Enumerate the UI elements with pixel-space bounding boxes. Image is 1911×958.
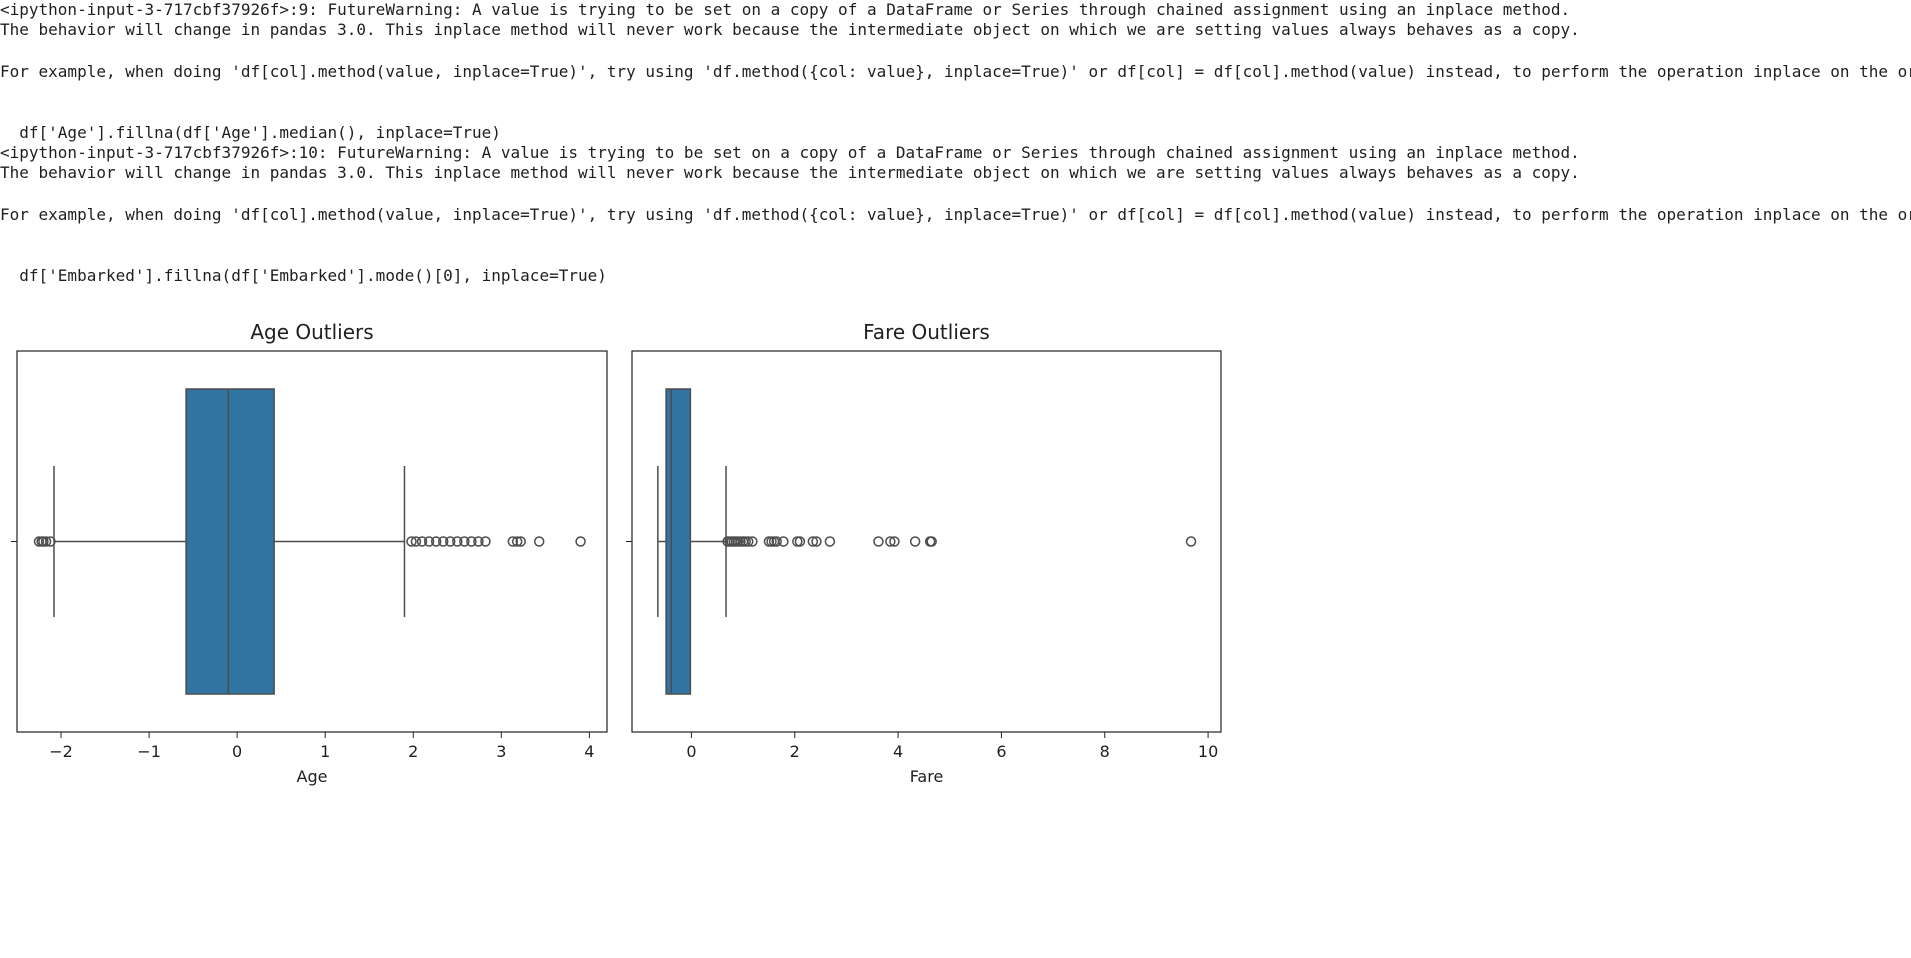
warning-code-line: df['Embarked'].fillna(df['Embarked'].mod…	[0, 266, 607, 285]
chart-1-box	[185, 388, 275, 695]
chart-2-x-tick-label: 6	[996, 742, 1006, 761]
chart-2-outlier-point	[807, 536, 819, 547]
chart-1-outlier-point	[575, 536, 586, 547]
chart-1-outlier-point	[45, 536, 56, 547]
chart-1-outlier-point	[40, 536, 52, 547]
cell-output: <ipython-input-3-717cbf37926f>:9: Future…	[0, 0, 1911, 286]
chart-1-title: Age Outliers	[250, 320, 373, 344]
chart-2-outlier-point	[909, 536, 921, 547]
chart-2-x-tick-label: 4	[893, 742, 903, 761]
warning-example: For example, when doing 'df[col].method(…	[0, 205, 1911, 224]
chart-2-x-tick-label: 10	[1198, 742, 1218, 761]
chart-2-outlier-point	[794, 536, 806, 547]
chart-1-outlier-point	[406, 536, 417, 547]
chart-2-outlier-point	[1185, 536, 1197, 547]
chart-2-title: Fare Outliers	[863, 320, 990, 344]
warning-header: <ipython-input-3-717cbf37926f>:9: Future…	[0, 0, 1571, 19]
chart-1-x-tick-label: 0	[232, 742, 242, 761]
chart-1-outlier-point	[452, 536, 463, 547]
chart-1-x-tick-label: −2	[49, 742, 73, 761]
chart-2-outlier-point	[771, 536, 782, 547]
chart-1-outlier-point	[445, 536, 456, 547]
figure: Age Outliers −2 −1 0 1 2 3 4 Age Fare Outliers 0 2 4…	[0, 312, 1240, 792]
chart-2-outlier-point	[885, 536, 896, 547]
warning-behavior: The behavior will change in pandas 3.0. …	[0, 20, 1580, 39]
warning-example: For example, when doing 'df[col].method(…	[0, 62, 1911, 81]
warning-code-line: df['Age'].fillna(df['Age'].median(), inp…	[0, 123, 501, 142]
boxplot-figure: Age Outliers −2 −1 0 1 2 3 4 Age Fare Outliers 0 2 4…	[11, 320, 1222, 786]
chart-1-x-tick-label: 4	[584, 742, 594, 761]
chart-1-outlier-point	[511, 536, 523, 547]
chart-1-outlier-point	[423, 536, 435, 547]
chart-1-outlier-point	[507, 536, 519, 547]
chart-2-outlier-point	[926, 536, 937, 547]
chart-1-outlier-point	[410, 536, 422, 547]
chart-2-outlier-point	[747, 536, 758, 547]
chart-2-x-tick-label: 2	[790, 742, 800, 761]
chart-1-x-tick-label: 1	[320, 742, 330, 761]
chart-1-outlier-point	[533, 536, 545, 547]
chart-1-outlier-point	[459, 536, 470, 547]
chart-1-x-tick-label: −1	[137, 742, 161, 761]
chart-2-outlier-point	[873, 536, 884, 547]
chart-1-x-axis-label: Age	[297, 767, 328, 786]
chart-2-outlier-point	[811, 536, 822, 547]
chart-2-outlier-point	[824, 536, 836, 547]
chart-2-x-tick-label: 8	[1100, 742, 1110, 761]
chart-2-outlier-point	[778, 536, 789, 547]
chart-2-x-tick-label: 0	[686, 742, 696, 761]
chart-2-x-axis-label: Fare	[910, 767, 944, 786]
chart-1-outlier-point	[416, 536, 428, 547]
chart-1-outlier-point	[430, 536, 442, 547]
chart-1-outlier-point	[466, 536, 477, 547]
chart-2-box	[665, 388, 692, 695]
chart-1-outlier-point	[480, 536, 491, 547]
chart-1-x-tick-label: 3	[496, 742, 506, 761]
chart-1-outlier-point	[437, 536, 449, 547]
chart-1-outlier-point	[515, 536, 526, 547]
chart-1-x-tick-label: 2	[408, 742, 418, 761]
chart-2-outlier-point	[743, 536, 754, 547]
chart-2-outlier-point	[889, 536, 900, 547]
warning-header: <ipython-input-3-717cbf37926f>:10: Futur…	[0, 143, 1580, 162]
chart-1-outlier-point	[473, 536, 484, 547]
warning-behavior: The behavior will change in pandas 3.0. …	[0, 163, 1580, 182]
